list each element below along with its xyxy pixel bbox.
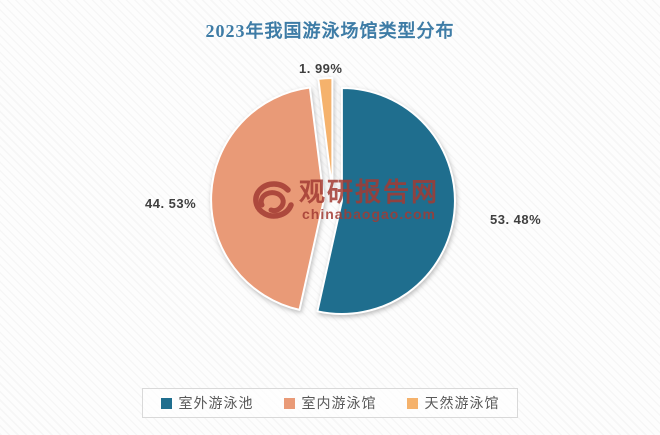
legend-label-natural-pool: 天然游泳馆 (424, 395, 500, 411)
legend-swatch-indoor-pool (283, 397, 295, 409)
pie-slice-3 (317, 77, 334, 192)
pie-slice-2 (210, 86, 325, 311)
pie-slice-1 (316, 87, 456, 315)
legend-label-indoor-pool: 室内游泳馆 (301, 395, 377, 411)
data-label-natural-pool: 1. 99% (299, 61, 343, 76)
legend-swatch-outdoor-pool (160, 397, 172, 409)
data-label-outdoor-pool: 53. 48% (490, 212, 542, 227)
legend-item-natural-pool: 天然游泳馆 (406, 393, 500, 413)
legend: 室外游泳池 室内游泳馆 天然游泳馆 (142, 388, 518, 418)
legend-label-outdoor-pool: 室外游泳池 (178, 395, 254, 411)
data-label-indoor-pool: 44. 53% (145, 196, 197, 211)
legend-item-outdoor-pool: 室外游泳池 (160, 393, 254, 413)
chart-title: 2023年我国游泳场馆类型分布 (205, 21, 455, 41)
legend-item-indoor-pool: 室内游泳馆 (283, 393, 377, 413)
legend-swatch-natural-pool (406, 397, 418, 409)
